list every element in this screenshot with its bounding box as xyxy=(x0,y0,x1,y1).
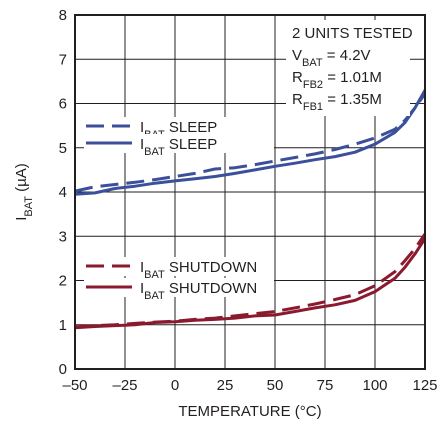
x-tick-labels: –50 –25 0 25 50 75 100 125 xyxy=(62,377,437,394)
series-sleep-dashed-line xyxy=(74,92,427,193)
series-shutdown-solid-line xyxy=(74,237,427,330)
annotation-line: RFB2 = 1.01M xyxy=(292,69,382,91)
x-tick-label: –25 xyxy=(112,377,137,394)
annotation-background xyxy=(286,20,410,116)
x-tick-label: 125 xyxy=(412,377,437,394)
y-tick-label: 7 xyxy=(59,51,67,68)
x-tick-label: 50 xyxy=(267,377,284,394)
x-tick-label: 75 xyxy=(317,377,334,394)
x-axis-label: TEMPERATURE (°C) xyxy=(178,403,321,420)
annotation-line: 2 UNITS TESTED xyxy=(292,25,413,42)
y-tick-label: 5 xyxy=(59,140,67,157)
x-tick-label: 100 xyxy=(362,377,387,394)
legend-background xyxy=(84,257,274,276)
y-tick-label: 8 xyxy=(59,7,67,24)
y-tick-labels: 0 1 2 3 4 5 6 7 8 xyxy=(59,7,67,378)
y-axis-label: IBAT (µA) xyxy=(13,163,35,221)
series-sleep-solid-line xyxy=(74,89,427,196)
legend-label-sleep-solid: IBAT SLEEP xyxy=(140,136,217,158)
y-tick-label: 4 xyxy=(59,184,67,201)
legend-label-shutdown-solid: IBAT SHUTDOWN xyxy=(140,280,257,302)
y-tick-label: 0 xyxy=(59,361,67,378)
y-tick-label: 3 xyxy=(59,228,67,245)
legend-background xyxy=(84,278,274,297)
annotation-line: RFB1 = 1.35M xyxy=(292,91,382,113)
y-tick-label: 1 xyxy=(59,317,67,334)
legend-background xyxy=(84,117,274,136)
series-layer xyxy=(74,89,427,330)
x-tick-label: 25 xyxy=(217,377,234,394)
annotation-line: VBAT = 4.2V xyxy=(292,47,371,69)
x-tick-label: –50 xyxy=(62,377,87,394)
legend-background xyxy=(84,134,274,153)
x-tick-label: 0 xyxy=(171,377,179,394)
plot-frame xyxy=(74,14,426,370)
y-tick-label: 2 xyxy=(59,273,67,290)
y-tick-label: 6 xyxy=(59,96,67,113)
